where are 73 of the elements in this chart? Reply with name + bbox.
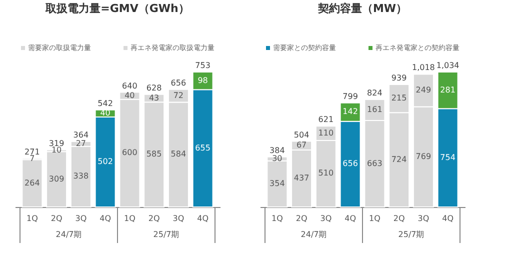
x-tick-label: 4Q — [344, 214, 356, 223]
data-label: 510 — [318, 168, 334, 178]
x-tick-label: 3Q — [172, 214, 184, 223]
data-label: 655 — [195, 143, 210, 152]
total-label: 1,034 — [436, 61, 460, 70]
x-tick-label: 1Q — [124, 214, 136, 223]
data-label: 754 — [440, 152, 456, 162]
data-label: 264 — [24, 178, 40, 188]
data-label: 769 — [416, 152, 432, 161]
text: 25/7期 — [153, 230, 180, 239]
data-label: 663 — [367, 158, 382, 168]
total-label: 939 — [391, 74, 407, 83]
x-tick-label: 1Q — [368, 214, 380, 223]
total-label: 1,018 — [412, 63, 435, 72]
data-label: 724 — [391, 154, 407, 164]
data-label: 584 — [170, 150, 186, 159]
data-label: 161 — [367, 105, 382, 114]
data-label: 585 — [146, 150, 162, 159]
total-label: 640 — [122, 81, 138, 90]
x-tick-label: 3Q — [320, 214, 332, 223]
data-label: 98 — [198, 76, 208, 85]
total-label: 628 — [146, 83, 162, 92]
x-tick-label: 4Q — [197, 214, 209, 223]
data-label: 27 — [76, 138, 86, 148]
data-label: 338 — [73, 172, 89, 181]
x-tick-label: 2Q — [50, 214, 62, 223]
x-tick-label: 2Q — [148, 214, 160, 223]
total-label: 319 — [48, 138, 64, 148]
bar — [266, 160, 288, 208]
data-label: 40 — [124, 90, 135, 100]
data-label: 502 — [98, 157, 113, 166]
data-label: 437 — [294, 174, 310, 182]
chart-title: 取扱電力量=GMV（GWh） — [44, 2, 190, 15]
data-label: 281 — [440, 85, 456, 94]
data-label: 43 — [148, 93, 160, 102]
data-label: 600 — [122, 148, 138, 158]
total-label: 753 — [195, 61, 210, 70]
data-label: 72 — [173, 90, 184, 100]
bar — [22, 159, 43, 208]
data-label: 7 — [30, 154, 35, 164]
data-label: 142 — [342, 107, 358, 116]
text: 24/7期 — [56, 230, 82, 239]
text: 24/7期 — [300, 230, 327, 239]
data-label: 110 — [318, 128, 334, 138]
total-label: 542 — [98, 98, 113, 108]
data-label: 10 — [51, 146, 62, 155]
data-label: 309 — [48, 174, 64, 184]
chart-title: 契約容量（MW） — [316, 2, 408, 15]
x-tick-label: 1Q — [26, 214, 38, 223]
total-label: 621 — [318, 115, 334, 124]
data-label: 354 — [270, 178, 285, 188]
x-tick-label: 2Q — [393, 214, 405, 223]
x-tick-label: 3Q — [75, 214, 87, 223]
data-label: 40 — [100, 108, 110, 118]
total-label: 271 — [24, 147, 40, 156]
data-label: 249 — [416, 85, 432, 94]
data-label: 215 — [391, 94, 407, 103]
x-tick-label: 4Q — [100, 214, 112, 223]
x-tick-label: 3Q — [418, 214, 430, 223]
total-label: 824 — [367, 88, 382, 98]
total-label: 799 — [342, 92, 358, 101]
text: 25/7期 — [398, 230, 424, 239]
total-label: 384 — [270, 146, 285, 155]
data-label: 67 — [296, 140, 307, 150]
total-label: 504 — [294, 130, 310, 140]
total-label: 364 — [73, 130, 89, 140]
total-label: 656 — [170, 78, 186, 88]
x-tick-label: 4Q — [442, 214, 454, 223]
data-label: 656 — [342, 159, 358, 168]
bar — [46, 151, 68, 208]
x-tick-label: 2Q — [296, 214, 308, 223]
x-tick-label: 1Q — [271, 214, 283, 223]
data-label: 30 — [272, 154, 282, 163]
